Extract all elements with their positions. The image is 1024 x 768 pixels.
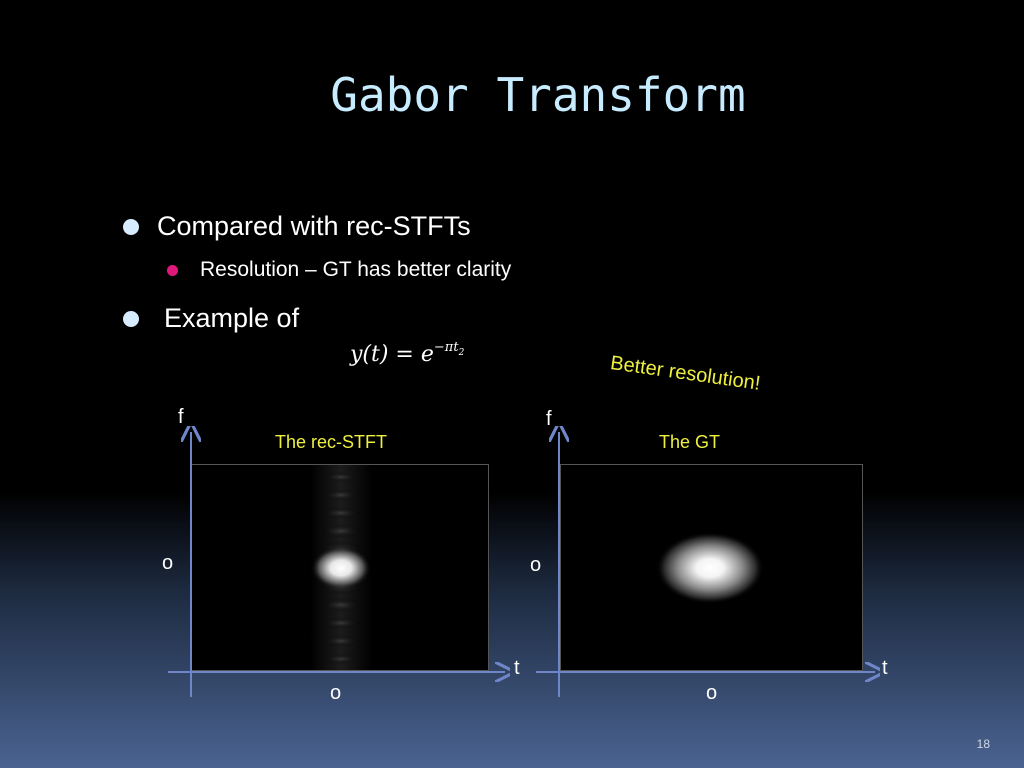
gt-x-origin: o (706, 682, 718, 704)
sub-bullet-text: Resolution – GT has better clarity (200, 258, 512, 281)
rec-stft-y-label: f (178, 406, 184, 428)
gt-x-label: t (882, 657, 888, 679)
formula-lhs: y(t) (350, 342, 389, 367)
gt-y-label: f (546, 408, 552, 430)
bullet-example: Example of (123, 303, 299, 334)
formula-exponent: −πt (433, 340, 459, 355)
rec-stft-image (310, 465, 372, 670)
sub-bullet-resolution: Resolution – GT has better clarity (167, 258, 511, 282)
slide-title: Gabor Transform (330, 68, 746, 122)
gt-image (656, 532, 764, 604)
formula-exponent-power: 2 (458, 348, 465, 358)
rec-stft-y-origin: o (162, 552, 174, 574)
sub-bullet-dot-icon (167, 264, 178, 276)
bullet-text: Compared with rec-STFTs (157, 211, 471, 241)
rec-stft-x-origin: o (330, 682, 342, 704)
bullet-compared: Compared with rec-STFTs (123, 211, 471, 242)
rec-stft-x-label: t (514, 657, 520, 679)
bullet-dot-icon (123, 310, 139, 327)
formula-equals: = (388, 342, 421, 367)
gt-axes (536, 426, 880, 697)
better-resolution-callout: Better resolution! (608, 352, 762, 395)
bullet-dot-icon (123, 218, 139, 235)
gt-y-origin: o (530, 554, 542, 576)
page-number: 18 (976, 737, 990, 751)
rec-stft-axes (168, 426, 510, 697)
formula-base: e (420, 342, 434, 367)
gt-plot (560, 464, 863, 671)
plot-title-gt: The GT (659, 432, 721, 452)
plot-title-rec-stft: The rec-STFT (275, 432, 388, 452)
gaussian-formula: y(t) = e−πt2 (350, 340, 464, 367)
bullet-text: Example of (164, 303, 300, 333)
rec-stft-plot (191, 464, 489, 671)
